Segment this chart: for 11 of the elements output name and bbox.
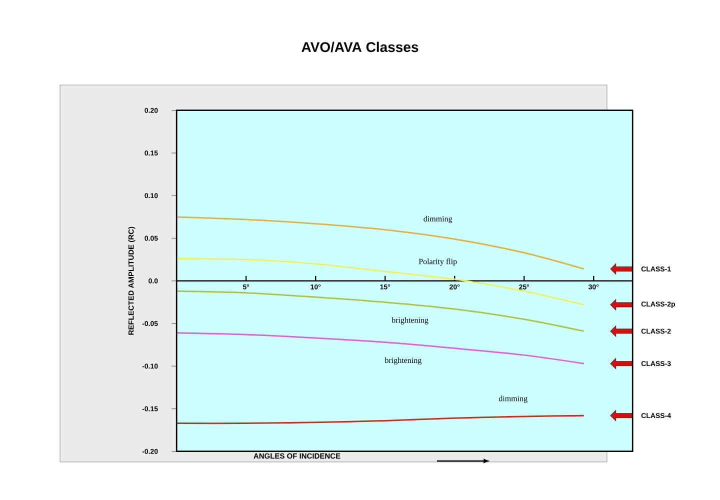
line-series <box>176 414 585 424</box>
annotation: brightening <box>392 317 428 324</box>
annotation: brightening <box>384 357 422 365</box>
line-series <box>176 290 585 332</box>
annotation: dimming <box>424 216 452 224</box>
line-series <box>176 216 585 270</box>
annotation: Polarity flip <box>418 258 457 266</box>
annotation: dimming <box>498 396 528 403</box>
chart-title: AVO/AVA Classes <box>302 42 418 52</box>
line-series <box>176 258 585 306</box>
line-series <box>176 332 585 364</box>
